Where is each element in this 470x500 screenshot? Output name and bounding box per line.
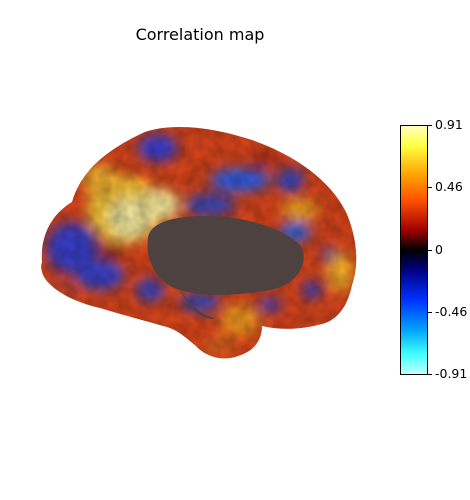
- colorbar-tick: [428, 374, 432, 375]
- colorbar-tick-label: 0.91: [435, 117, 463, 132]
- colorbar-tick: [428, 249, 432, 251]
- colorbar-tick-label: 0.46: [435, 178, 463, 194]
- medial-wall: [147, 215, 304, 295]
- colorbar: [400, 125, 428, 375]
- colorbar-tick: [428, 312, 432, 314]
- colorbar-tick: [428, 125, 432, 126]
- plot-title: Correlation map: [135, 25, 265, 44]
- colorbar-tick: [428, 186, 432, 188]
- colorbar-tick-label: 0: [435, 241, 443, 257]
- brain-surface-plot: [41, 126, 357, 359]
- colorbar-tick-label: -0.91: [435, 366, 468, 381]
- colorbar-tick-label: -0.46: [435, 304, 468, 320]
